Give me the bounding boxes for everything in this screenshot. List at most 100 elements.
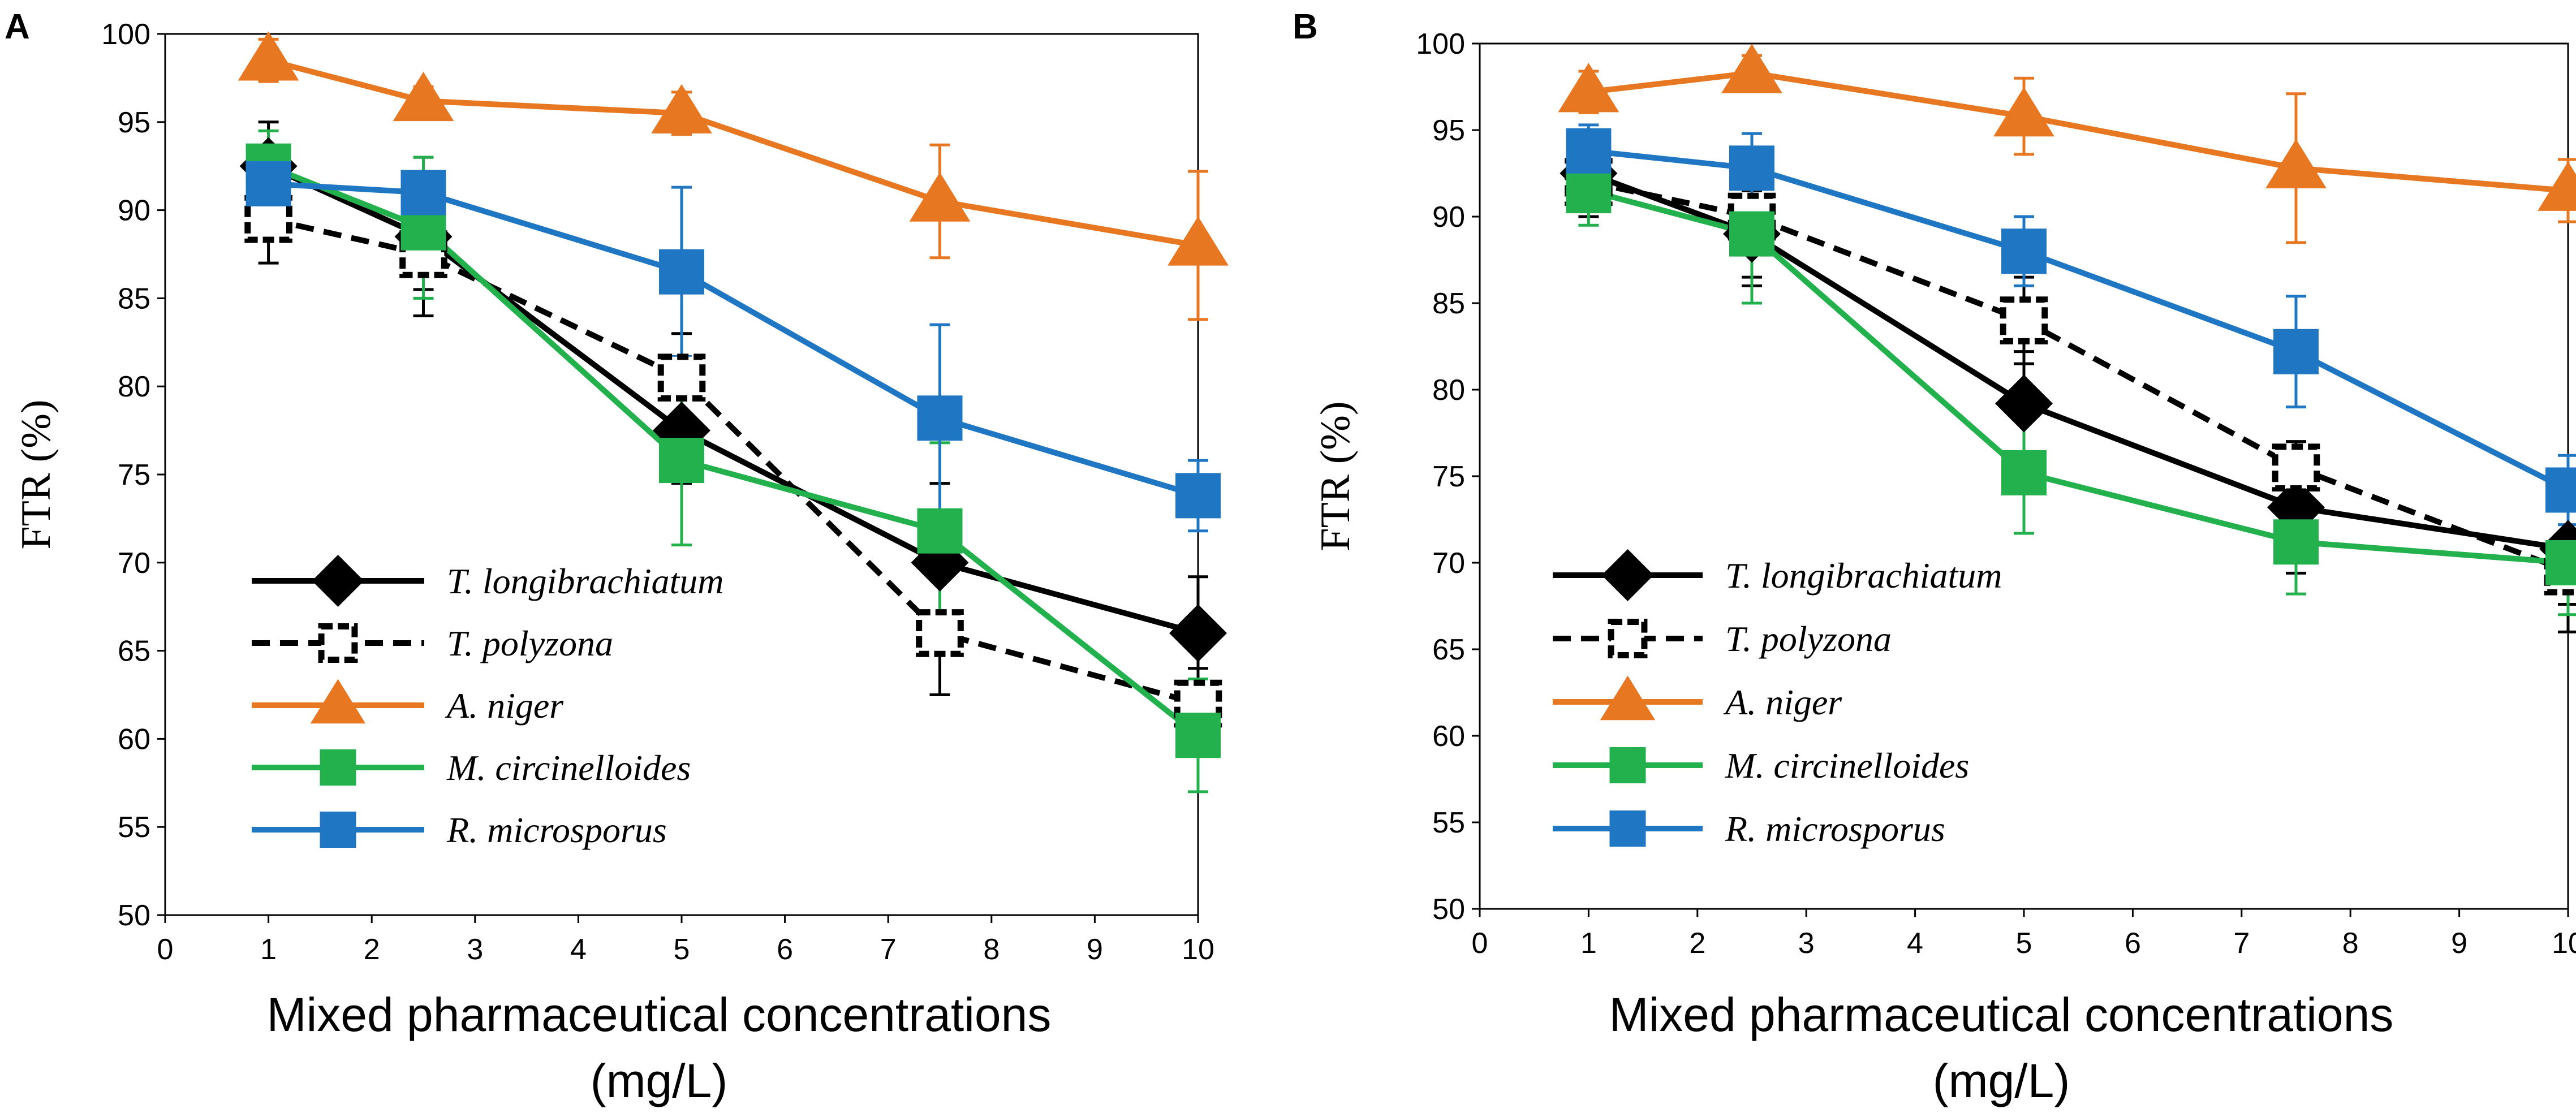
y-tick-label: 65 bbox=[1432, 633, 1465, 666]
data-point bbox=[1993, 87, 2054, 137]
x-tick-label: 10 bbox=[1182, 933, 1214, 966]
x-tick-label: 6 bbox=[2125, 927, 2141, 960]
data-point bbox=[916, 609, 964, 657]
data-point bbox=[2001, 450, 2047, 495]
data-point bbox=[2545, 540, 2576, 585]
y-tick-label: 85 bbox=[1432, 287, 1465, 320]
y-tick-label: 60 bbox=[1432, 720, 1465, 753]
y-tick-label: 55 bbox=[1432, 807, 1465, 839]
series-markers bbox=[245, 161, 1221, 519]
y-tick-label: 50 bbox=[1432, 893, 1465, 926]
data-point bbox=[2001, 228, 2047, 274]
legend: T. longibrachiatum T. polyzona A. niger M. … bbox=[252, 554, 724, 850]
x-tick-label: 9 bbox=[2451, 927, 2467, 960]
y-tick-label: 70 bbox=[118, 547, 150, 580]
legend-label: R. microsporus bbox=[446, 810, 667, 850]
panel-letter: B bbox=[1293, 7, 1318, 46]
data-point bbox=[1729, 211, 1774, 257]
y-tick-label: 60 bbox=[118, 723, 150, 756]
data-point bbox=[2000, 296, 2048, 344]
data-point bbox=[1169, 604, 1227, 662]
legend-label: T. longibrachiatum bbox=[447, 561, 724, 601]
legend-marker bbox=[310, 679, 366, 724]
series-markers bbox=[1566, 128, 2576, 513]
data-point bbox=[1566, 128, 1612, 174]
x-tick-label: 10 bbox=[2552, 927, 2576, 960]
x-tick-label: 7 bbox=[880, 933, 897, 966]
legend-marker bbox=[320, 812, 356, 848]
legend-marker bbox=[318, 623, 358, 663]
y-tick-label: 90 bbox=[1432, 201, 1465, 234]
y-tick-label: 65 bbox=[118, 635, 150, 668]
x-tick-label: 8 bbox=[983, 933, 1000, 966]
legend-marker bbox=[1600, 675, 1656, 721]
data-point bbox=[1168, 216, 1229, 266]
series-line bbox=[268, 216, 1199, 706]
x-tick-label: 9 bbox=[1087, 933, 1103, 966]
x-tick-label: 7 bbox=[2233, 927, 2250, 960]
data-point bbox=[917, 508, 963, 554]
data-point bbox=[1566, 168, 1612, 214]
legend-label: T. longibrachiatum bbox=[1725, 555, 2002, 596]
legend-marker bbox=[1601, 549, 1654, 602]
series-r-microsporus bbox=[1578, 123, 2576, 527]
y-axis-label: FTR (%) bbox=[13, 399, 59, 549]
y-tick-label: 75 bbox=[118, 459, 150, 491]
data-point bbox=[2265, 139, 2327, 189]
data-point bbox=[659, 438, 704, 484]
panel-letter: A bbox=[5, 7, 30, 46]
data-point bbox=[1729, 145, 1774, 191]
data-point bbox=[238, 31, 299, 81]
legend-marker bbox=[320, 749, 356, 786]
legend-label: R. microsporus bbox=[1725, 809, 1945, 849]
x-tick-label: 1 bbox=[1580, 927, 1597, 960]
data-point bbox=[2273, 519, 2319, 565]
data-point bbox=[1721, 44, 1782, 93]
legend-marker bbox=[1609, 810, 1646, 847]
y-tick-label: 100 bbox=[101, 18, 150, 51]
x-tick-label: 4 bbox=[570, 933, 587, 966]
x-axis-label-line-1: Mixed pharmaceutical concentrations bbox=[1609, 988, 2394, 1041]
y-axis-label: FTR (%) bbox=[1312, 401, 1359, 551]
y-tick-label: 75 bbox=[1432, 460, 1465, 493]
series-markers bbox=[238, 31, 1229, 266]
x-tick-label: 8 bbox=[2342, 927, 2359, 960]
data-point bbox=[917, 395, 963, 441]
legend-label: M. circinelloides bbox=[446, 748, 691, 788]
legend-label: M. circinelloides bbox=[1725, 745, 1969, 786]
x-tick-label: 0 bbox=[1472, 927, 1488, 960]
y-tick-label: 100 bbox=[1416, 28, 1465, 61]
legend-label: T. polyzona bbox=[1725, 619, 1892, 659]
data-point bbox=[2272, 443, 2320, 492]
chart-panel-a: A 50 55 60 65 70 75 80 85 90 95 100 0 1 2 3 4 5 6 7 8 9 10 FTR … bbox=[5, 7, 1229, 1107]
x-tick-label: 0 bbox=[157, 933, 174, 966]
data-point bbox=[651, 84, 712, 133]
y-tick-label: 85 bbox=[118, 282, 150, 315]
legend-marker bbox=[1609, 747, 1646, 783]
x-axis-label-line-2: (mg/L) bbox=[591, 1054, 728, 1107]
data-point bbox=[2273, 329, 2319, 374]
legend-label: T. polyzona bbox=[447, 623, 613, 663]
data-point bbox=[1558, 63, 1619, 113]
x-tick-label: 3 bbox=[1798, 927, 1815, 960]
y-tick-label: 70 bbox=[1432, 547, 1465, 580]
x-axis-label-line-2: (mg/L) bbox=[1933, 1054, 2070, 1107]
y-tick-label: 80 bbox=[1432, 374, 1465, 407]
x-tick-label: 4 bbox=[1907, 927, 1923, 960]
x-tick-label: 6 bbox=[777, 933, 793, 966]
x-axis-label-line-1: Mixed pharmaceutical concentrations bbox=[267, 988, 1052, 1041]
data-point bbox=[1995, 374, 2053, 433]
y-tick-label: 55 bbox=[118, 811, 150, 844]
y-tick-label: 95 bbox=[118, 106, 150, 139]
data-point bbox=[657, 353, 706, 402]
x-tick-label: 1 bbox=[260, 933, 277, 966]
x-tick-label: 5 bbox=[674, 933, 690, 966]
y-tick-label: 95 bbox=[1432, 114, 1465, 147]
data-point bbox=[245, 161, 291, 206]
data-point bbox=[1175, 713, 1221, 758]
x-tick-label: 2 bbox=[364, 933, 380, 966]
data-point bbox=[909, 172, 971, 222]
y-tick-label: 50 bbox=[118, 899, 150, 932]
y-tick-label: 80 bbox=[118, 370, 150, 403]
